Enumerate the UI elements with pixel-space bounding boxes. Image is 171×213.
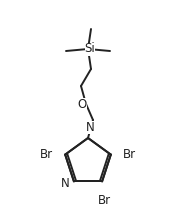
Text: Si: Si — [85, 43, 95, 56]
Text: Br: Br — [97, 194, 111, 207]
Text: Br: Br — [40, 148, 53, 161]
Text: Br: Br — [123, 148, 136, 161]
Text: N: N — [86, 121, 94, 134]
Text: N: N — [61, 177, 70, 190]
Text: O: O — [78, 98, 87, 111]
